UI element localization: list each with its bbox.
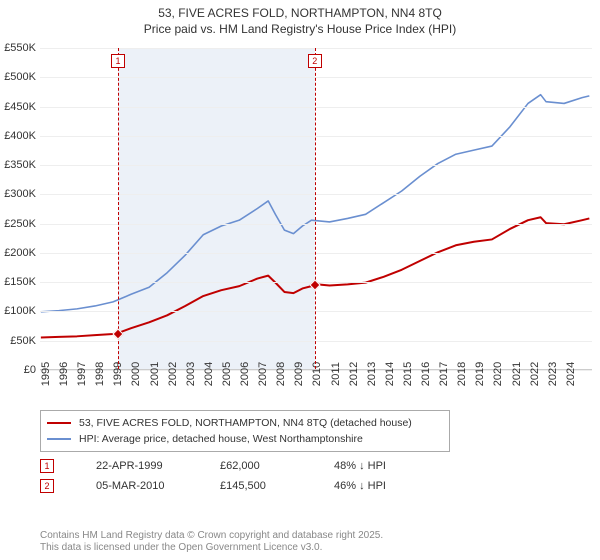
y-axis-label: £550K — [0, 42, 36, 54]
event-date-1: 22-APR-1999 — [96, 460, 196, 472]
x-axis-label: 2001 — [149, 362, 161, 386]
x-axis-label: 2015 — [402, 362, 414, 386]
y-axis-label: £250K — [0, 218, 36, 230]
event-price-2: £145,500 — [220, 480, 310, 492]
x-axis-label: 2020 — [492, 362, 504, 386]
gridline — [40, 107, 592, 108]
legend: 53, FIVE ACRES FOLD, NORTHAMPTON, NN4 8T… — [40, 410, 450, 452]
x-axis-label: 2000 — [130, 362, 142, 386]
legend-swatch-1 — [47, 422, 71, 425]
x-axis-label: 2016 — [420, 362, 432, 386]
event-diff-2: 46% ↓ HPI — [334, 480, 434, 492]
footer: Contains HM Land Registry data © Crown c… — [40, 530, 383, 554]
x-axis-label: 2008 — [275, 362, 287, 386]
chart-title-line1: 53, FIVE ACRES FOLD, NORTHAMPTON, NN4 8T… — [0, 0, 600, 22]
y-axis-label: £500K — [0, 71, 36, 83]
event-flag-marker: 1 — [111, 54, 125, 68]
legend-item-1: 53, FIVE ACRES FOLD, NORTHAMPTON, NN4 8T… — [47, 415, 443, 431]
y-axis-label: £350K — [0, 159, 36, 171]
legend-swatch-2 — [47, 438, 71, 440]
chart-title-line2: Price paid vs. HM Land Registry's House … — [0, 22, 600, 40]
x-axis-label: 2002 — [167, 362, 179, 386]
event-flag-1: 1 — [40, 459, 54, 473]
event-date-2: 05-MAR-2010 — [96, 480, 196, 492]
legend-item-2: HPI: Average price, detached house, West… — [47, 431, 443, 447]
x-axis-label: 1996 — [58, 362, 70, 386]
x-axis-label: 2004 — [203, 362, 215, 386]
x-axis-label: 2006 — [239, 362, 251, 386]
x-axis-label: 2003 — [185, 362, 197, 386]
gridline — [40, 165, 592, 166]
y-axis-label: £450K — [0, 101, 36, 113]
plot-area: £0£50K£100K£150K£200K£250K£300K£350K£400… — [40, 48, 592, 370]
gridline — [40, 341, 592, 342]
events-table: 1 22-APR-1999 £62,000 48% ↓ HPI 2 05-MAR… — [40, 456, 434, 496]
event-row-1: 1 22-APR-1999 £62,000 48% ↓ HPI — [40, 456, 434, 476]
x-axis-label: 2017 — [438, 362, 450, 386]
x-axis-label: 1998 — [94, 362, 106, 386]
footer-line1: Contains HM Land Registry data © Crown c… — [40, 530, 383, 542]
x-axis-label: 2009 — [293, 362, 305, 386]
event-vline — [315, 48, 316, 369]
y-axis-label: £300K — [0, 188, 36, 200]
event-price-1: £62,000 — [220, 460, 310, 472]
x-axis-label: 2012 — [348, 362, 360, 386]
x-axis-label: 1997 — [76, 362, 88, 386]
y-axis-label: £0 — [0, 364, 36, 376]
event-flag-marker: 2 — [308, 54, 322, 68]
y-axis-label: £100K — [0, 305, 36, 317]
chart-container: 53, FIVE ACRES FOLD, NORTHAMPTON, NN4 8T… — [0, 0, 600, 560]
y-axis-label: £50K — [0, 335, 36, 347]
y-axis-label: £400K — [0, 130, 36, 142]
gridline — [40, 77, 592, 78]
x-axis-label: 2019 — [474, 362, 486, 386]
gridline — [40, 48, 592, 49]
y-axis-label: £200K — [0, 247, 36, 259]
x-axis-label: 2024 — [565, 362, 577, 386]
legend-label-2: HPI: Average price, detached house, West… — [79, 433, 363, 445]
event-row-2: 2 05-MAR-2010 £145,500 46% ↓ HPI — [40, 476, 434, 496]
x-axis-label: 2018 — [456, 362, 468, 386]
x-axis-label: 2014 — [384, 362, 396, 386]
legend-label-1: 53, FIVE ACRES FOLD, NORTHAMPTON, NN4 8T… — [79, 417, 412, 429]
x-axis-label: 2007 — [257, 362, 269, 386]
x-axis-label: 2013 — [366, 362, 378, 386]
x-axis-label: 2005 — [221, 362, 233, 386]
x-axis-label: 2011 — [330, 362, 342, 386]
event-flag-2: 2 — [40, 479, 54, 493]
gridline — [40, 136, 592, 137]
x-axis-label: 2023 — [547, 362, 559, 386]
x-axis-label: 2010 — [311, 362, 323, 386]
gridline — [40, 311, 592, 312]
chart-svg — [40, 48, 592, 369]
x-axis-label: 1995 — [40, 362, 52, 386]
gridline — [40, 224, 592, 225]
footer-line2: This data is licensed under the Open Gov… — [40, 542, 383, 554]
gridline — [40, 253, 592, 254]
event-diff-1: 48% ↓ HPI — [334, 460, 434, 472]
y-axis-label: £150K — [0, 276, 36, 288]
gridline — [40, 194, 592, 195]
event-vline — [118, 48, 119, 369]
x-axis-label: 2021 — [511, 362, 523, 386]
x-axis-label: 2022 — [529, 362, 541, 386]
